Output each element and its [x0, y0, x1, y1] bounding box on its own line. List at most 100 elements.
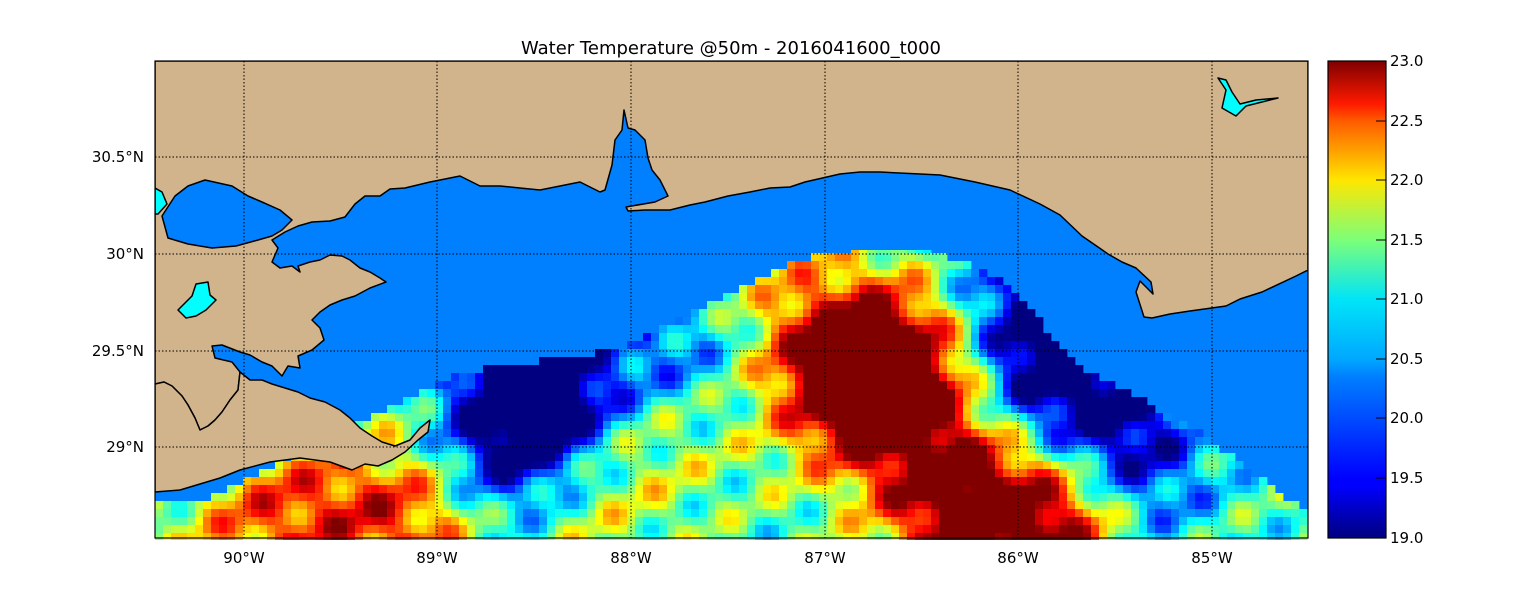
temperature-cell [939, 285, 948, 294]
temperature-cell [491, 501, 500, 510]
temperature-cell [715, 485, 724, 494]
temperature-cell [627, 381, 636, 390]
temperature-cell [675, 501, 684, 510]
temperature-cell [635, 405, 644, 414]
temperature-cell [747, 437, 756, 446]
temperature-cell [811, 429, 820, 438]
temperature-cell [867, 325, 876, 334]
temperature-cell [539, 413, 548, 422]
temperature-cell [1011, 317, 1020, 326]
temperature-cell [699, 397, 708, 406]
temperature-cell [683, 429, 692, 438]
temperature-cell [259, 469, 268, 478]
temperature-cell [1131, 461, 1140, 470]
temperature-cell [563, 525, 572, 534]
temperature-cell [1091, 485, 1100, 494]
temperature-cell [275, 509, 284, 518]
colorbar-label: 21.5 [1390, 231, 1423, 249]
temperature-cell [1003, 365, 1012, 374]
temperature-cell [947, 285, 956, 294]
temperature-cell [883, 301, 892, 310]
temperature-cell [1043, 485, 1052, 494]
temperature-cell [707, 509, 716, 518]
temperature-cell [379, 461, 388, 470]
temperature-cell [739, 485, 748, 494]
temperature-cell [771, 405, 780, 414]
temperature-cell [459, 493, 468, 502]
temperature-cell [1187, 469, 1196, 478]
temperature-cell [1163, 429, 1172, 438]
temperature-cell [955, 309, 964, 318]
colorbar-labels: 19.0 19.5 20.0 20.5 21.0 21.5 22.0 22.5 … [1390, 52, 1423, 547]
temperature-cell [1059, 429, 1068, 438]
temperature-cell [883, 333, 892, 342]
temperature-cell [571, 501, 580, 510]
temperature-cell [947, 365, 956, 374]
colorbar-label: 19.5 [1390, 469, 1423, 487]
temperature-cell [451, 453, 460, 462]
temperature-cell [987, 301, 996, 310]
temperature-cell [579, 453, 588, 462]
lake-salvador [177, 281, 217, 319]
temperature-cell [795, 317, 804, 326]
temperature-cell [1179, 525, 1188, 534]
temperature-cell [395, 429, 404, 438]
temperature-cell [1171, 421, 1180, 430]
temperature-cell [1107, 485, 1116, 494]
temperature-cell [1027, 309, 1036, 318]
temperature-cell [1155, 493, 1164, 502]
temperature-cell [707, 381, 716, 390]
temperature-cell [883, 253, 892, 262]
temperature-cell [691, 461, 700, 470]
colorbar: 19.0 19.5 20.0 20.5 21.0 21.5 22.0 22.5 … [1327, 52, 1423, 547]
temperature-cell [1147, 461, 1156, 470]
temperature-cell [1067, 437, 1076, 446]
temperature-cell [411, 445, 420, 454]
temperature-cell [763, 397, 772, 406]
temperature-cell [1051, 453, 1060, 462]
temperature-cell [1011, 333, 1020, 342]
temperature-cell [835, 429, 844, 438]
temperature-cell [163, 525, 172, 534]
temperature-cell [763, 389, 772, 398]
temperature-cell [539, 509, 548, 518]
temperature-cell [1179, 445, 1188, 454]
temperature-cell [1011, 349, 1020, 358]
temperature-cell [307, 533, 316, 540]
temperature-cell [1275, 517, 1284, 526]
temperature-cell [827, 453, 836, 462]
temperature-cell [707, 525, 716, 534]
temperature-cell [515, 381, 524, 390]
temperature-cell [787, 373, 796, 382]
temperature-cell [971, 341, 980, 350]
temperature-cell [955, 421, 964, 430]
temperature-cell [731, 397, 740, 406]
temperature-cell [787, 261, 796, 270]
temperature-cell [995, 309, 1004, 318]
temperature-cell [803, 453, 812, 462]
temperature-cell [747, 381, 756, 390]
temperature-cell [411, 421, 420, 430]
temperature-cell [923, 477, 932, 486]
temperature-cell [827, 445, 836, 454]
temperature-cell [1091, 461, 1100, 470]
temperature-cell [835, 477, 844, 486]
temperature-cell [771, 469, 780, 478]
temperature-cell [651, 485, 660, 494]
temperature-cell [987, 525, 996, 534]
temperature-cell [515, 445, 524, 454]
temperature-cell [931, 285, 940, 294]
temperature-cell [1163, 493, 1172, 502]
temperature-cell [819, 253, 828, 262]
temperature-cell [1267, 493, 1276, 502]
temperature-cell [947, 501, 956, 510]
temperature-cell [315, 477, 324, 486]
temperature-cell [435, 517, 444, 526]
temperature-cell [1171, 461, 1180, 470]
temperature-cell [771, 525, 780, 534]
temperature-cell [923, 301, 932, 310]
temperature-cell [915, 250, 924, 254]
temperature-cell [763, 421, 772, 430]
temperature-cell [643, 485, 652, 494]
temperature-cell [907, 301, 916, 310]
